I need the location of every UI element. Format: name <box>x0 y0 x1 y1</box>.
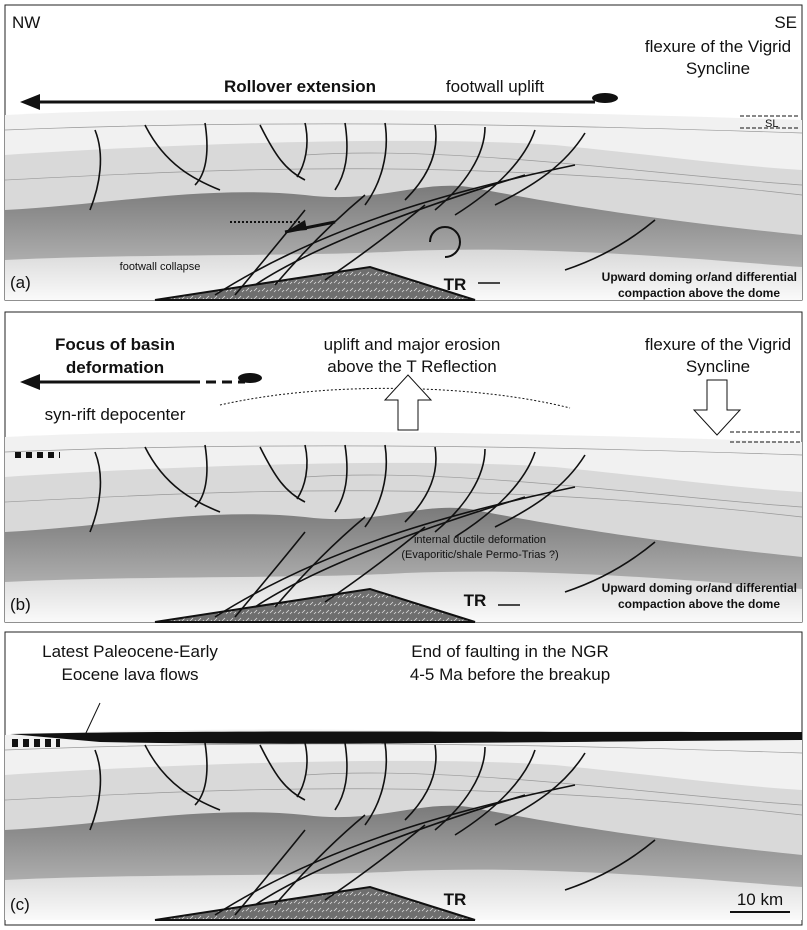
label: footwall collapse <box>120 261 201 273</box>
label: SL <box>765 118 778 130</box>
label: compaction above the dome <box>618 597 780 611</box>
label: Upward doming or/and differential <box>602 270 797 284</box>
direction: SE <box>774 13 797 32</box>
label: flexure of the Vigrid <box>645 335 791 354</box>
pivot <box>238 373 262 383</box>
pivot <box>592 93 618 103</box>
label: footwall uplift <box>446 77 545 96</box>
label: Syncline <box>686 59 750 78</box>
label: internal ductile deformation <box>414 534 546 546</box>
strata <box>5 730 802 920</box>
label: compaction above the dome <box>618 286 780 300</box>
label: TR <box>444 275 467 294</box>
panel-label: (a) <box>10 273 31 292</box>
panel-label: (b) <box>10 595 31 614</box>
label: Eocene lava flows <box>61 665 198 684</box>
label: syn-rift depocenter <box>45 405 186 424</box>
label: Syncline <box>686 357 750 376</box>
panel-b: Focus of basin deformation uplift and ma… <box>5 312 802 622</box>
label: uplift and major erosion <box>324 335 501 354</box>
label: End of faulting in the NGR <box>411 642 609 661</box>
label: deformation <box>66 358 164 377</box>
scale-label: 10 km <box>737 890 783 909</box>
label: 4-5 Ma before the breakup <box>410 665 610 684</box>
figure: NW SE flexure of the Vigrid Syncline Rol… <box>0 0 807 930</box>
panel-a: NW SE flexure of the Vigrid Syncline Rol… <box>5 5 802 300</box>
label: TR <box>464 591 487 610</box>
panel-c: Latest Paleocene-Early Eocene lava flows… <box>5 632 802 925</box>
direction: NW <box>12 13 40 32</box>
label: TR <box>444 890 467 909</box>
label: Upward doming or/and differential <box>602 581 797 595</box>
label: flexure of the Vigrid <box>645 37 791 56</box>
label: Focus of basin <box>55 335 175 354</box>
panel-label: (c) <box>10 895 30 914</box>
label: Latest Paleocene-Early <box>42 642 218 661</box>
label: (Evaporitic/shale Permo-Trias ?) <box>401 549 558 561</box>
label: above the T Reflection <box>327 357 497 376</box>
label: Rollover extension <box>224 77 376 96</box>
